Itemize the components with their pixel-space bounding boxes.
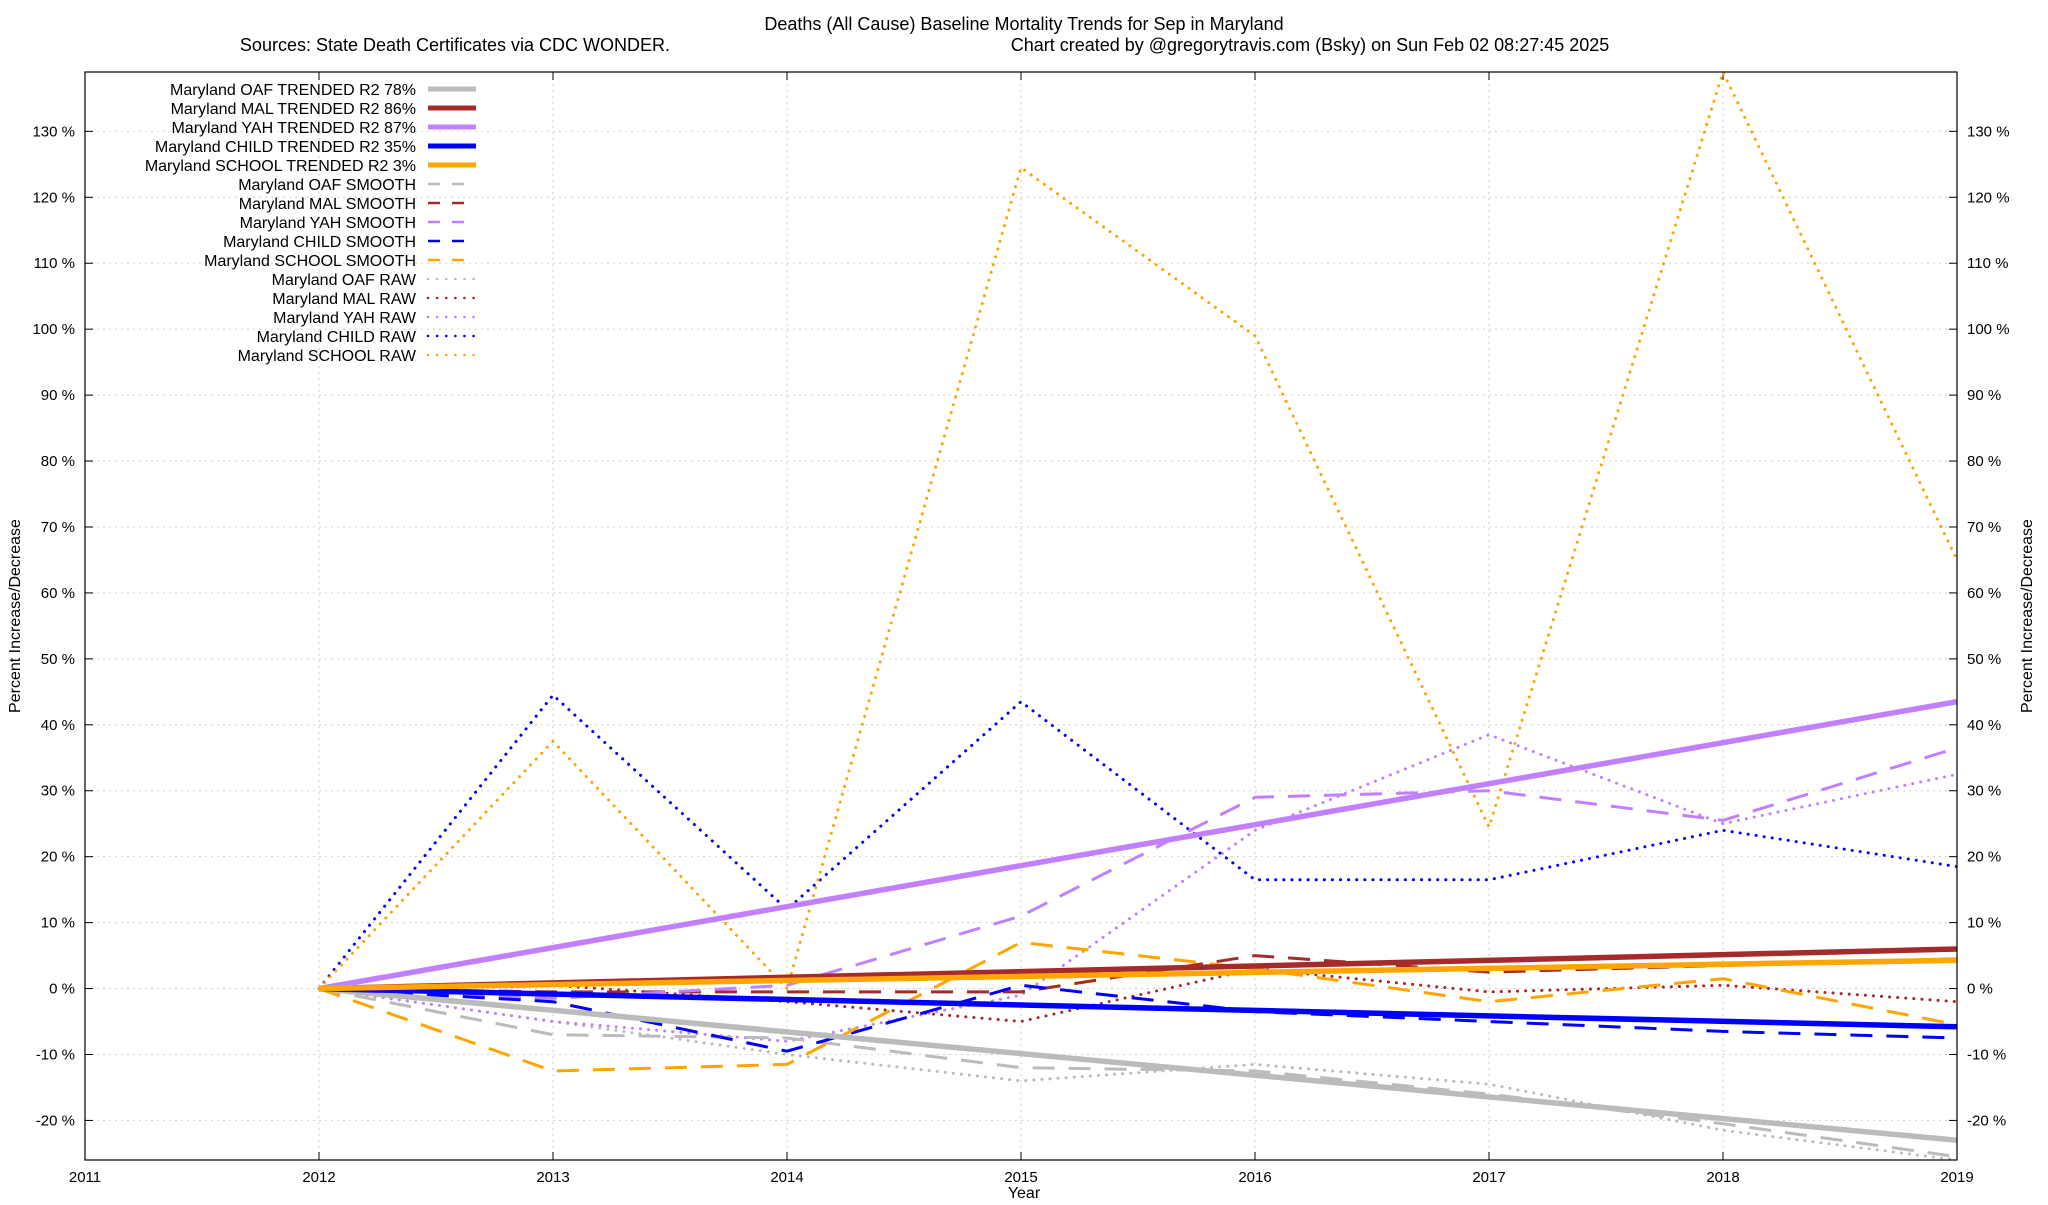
y-axis-label-right: Percent Increase/Decrease	[2019, 519, 2036, 713]
y-tick-label-left: -20 %	[36, 1112, 75, 1129]
y-tick-label-left: 10 %	[41, 915, 75, 932]
chart-subtitle-sources: Sources: State Death Certificates via CD…	[240, 35, 670, 55]
x-tick-label: 2017	[1472, 1169, 1505, 1186]
y-tick-label-left: 100 %	[32, 321, 75, 338]
y-tick-label-right: 20 %	[1967, 849, 2001, 866]
y-tick-label-left: 80 %	[41, 453, 75, 470]
y-tick-label-left: 30 %	[41, 783, 75, 800]
y-tick-label-left: 60 %	[41, 585, 75, 602]
y-tick-label-left: 40 %	[41, 717, 75, 734]
legend-label: Maryland YAH TRENDED R2 87%	[171, 120, 416, 137]
series-line-maryland-school-trended	[318, 957, 1957, 992]
y-tick-label-left: 20 %	[41, 849, 75, 866]
legend-label: Maryland CHILD RAW	[257, 329, 417, 346]
legend-label: Maryland SCHOOL RAW	[238, 348, 417, 365]
y-tick-label-left: 110 %	[34, 255, 75, 272]
y-tick-label-right: -20 %	[1967, 1112, 2006, 1129]
legend-label: Maryland YAH RAW	[273, 310, 417, 327]
y-tick-label-right: 100 %	[1967, 321, 2010, 338]
y-tick-label-right: 40 %	[1967, 717, 2001, 734]
legend-label: Maryland YAH SMOOTH	[240, 215, 416, 232]
series-line-maryland-yah-smooth	[318, 746, 1957, 1000]
y-tick-label-left: 70 %	[41, 519, 75, 536]
y-axis-label-left: Percent Increase/Decrease	[7, 519, 24, 713]
legend-label: Maryland SCHOOL SMOOTH	[204, 253, 416, 270]
y-tick-label-right: 130 %	[1967, 123, 2010, 140]
y-tick-label-left: 90 %	[41, 387, 75, 404]
y-tick-label-left: 0 %	[49, 981, 75, 998]
x-tick-label: 2011	[69, 1169, 101, 1186]
y-tick-label-right: 50 %	[1967, 651, 2001, 668]
series-group	[317, 72, 1957, 1160]
x-tick-label: 2018	[1706, 1169, 1739, 1186]
y-tick-label-right: 0 %	[1967, 981, 1993, 998]
legend-label: Maryland OAF RAW	[272, 272, 417, 289]
series-line-maryland-yah-raw	[317, 733, 1957, 1043]
legend-label: Maryland CHILD TRENDED R2 35%	[155, 139, 416, 156]
x-tick-label: 2019	[1940, 1169, 1973, 1186]
y-tick-label-left: 50 %	[41, 651, 75, 668]
y-tick-label-right: 10 %	[1967, 915, 2001, 932]
series-line-maryland-oaf-raw	[317, 987, 1957, 1160]
y-tick-label-right: 60 %	[1967, 585, 2001, 602]
x-tick-label: 2016	[1238, 1169, 1271, 1186]
y-tick-label-right: -10 %	[1967, 1046, 2006, 1063]
legend-label: Maryland MAL SMOOTH	[239, 196, 416, 213]
y-tick-label-right: 30 %	[1967, 783, 2001, 800]
legend-label: Maryland CHILD SMOOTH	[223, 234, 416, 251]
legend-label: Maryland SCHOOL TRENDED R2 3%	[145, 158, 416, 175]
legend-label: Maryland MAL TRENDED R2 86%	[171, 101, 416, 118]
x-tick-label: 2013	[536, 1169, 569, 1186]
series-line-maryland-oaf-smooth	[318, 987, 1957, 1159]
y-tick-label-right: 80 %	[1967, 453, 2001, 470]
y-tick-label-right: 120 %	[1967, 189, 2010, 206]
series-line-maryland-school-raw	[317, 72, 1957, 991]
y-tick-label-left: -10 %	[36, 1046, 75, 1063]
series-line-maryland-child-raw	[317, 693, 1957, 991]
series-line-maryland-school-smooth	[318, 940, 1957, 1073]
legend-label: Maryland OAF TRENDED R2 78%	[170, 82, 416, 99]
series-line-maryland-oaf-trended	[318, 985, 1957, 1143]
series-line-maryland-child-smooth	[318, 983, 1957, 1053]
y-tick-label-left: 120 %	[32, 189, 75, 206]
y-tick-label-left: 130 %	[32, 123, 75, 140]
x-tick-label: 2014	[770, 1169, 803, 1186]
legend-label: Maryland MAL RAW	[272, 291, 417, 308]
legend-label: Maryland OAF SMOOTH	[238, 177, 416, 194]
axes: 2011 2012 2013 2014 2015 2016 2017 2018 2019 -20 …	[32, 72, 2010, 1186]
chart-title: Deaths (All Cause) Baseline Mortality Tr…	[764, 14, 1283, 34]
x-tick-label: 2012	[302, 1169, 335, 1186]
series-line-maryland-child-trended	[318, 985, 1957, 1030]
x-tick-label: 2015	[1004, 1169, 1037, 1186]
chart-subtitle-credit: Chart created by @gregorytravis.com (Bsk…	[1011, 35, 1610, 55]
grid	[85, 72, 1957, 1160]
y-tick-label-right: 110 %	[1967, 255, 2008, 272]
plot-frame	[84, 71, 1958, 1161]
x-axis-label: Year	[1008, 1185, 1041, 1200]
legend: Maryland OAF TRENDED R2 78% Maryland MAL …	[145, 82, 478, 365]
y-tick-label-right: 90 %	[1967, 387, 2001, 404]
y-tick-label-right: 70 %	[1967, 519, 2001, 536]
series-line-maryland-yah-trended	[318, 698, 1957, 992]
